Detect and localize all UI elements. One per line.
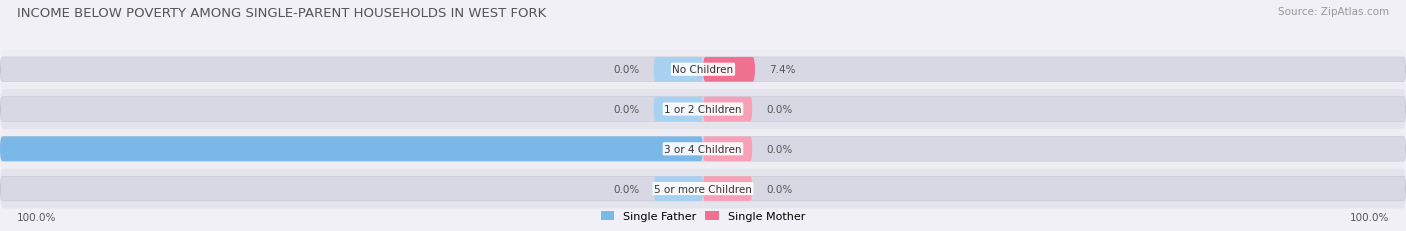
Text: 1 or 2 Children: 1 or 2 Children xyxy=(664,105,742,115)
Text: Source: ZipAtlas.com: Source: ZipAtlas.com xyxy=(1278,7,1389,17)
Text: 100.0%: 100.0% xyxy=(17,212,56,222)
FancyBboxPatch shape xyxy=(703,137,752,161)
Text: 0.0%: 0.0% xyxy=(613,65,640,75)
FancyBboxPatch shape xyxy=(654,176,703,201)
FancyBboxPatch shape xyxy=(0,137,1406,161)
FancyBboxPatch shape xyxy=(0,176,1406,201)
Text: 5 or more Children: 5 or more Children xyxy=(654,184,752,194)
Text: INCOME BELOW POVERTY AMONG SINGLE-PARENT HOUSEHOLDS IN WEST FORK: INCOME BELOW POVERTY AMONG SINGLE-PARENT… xyxy=(17,7,546,20)
FancyBboxPatch shape xyxy=(0,169,1406,209)
FancyBboxPatch shape xyxy=(0,90,1406,129)
Text: 0.0%: 0.0% xyxy=(613,184,640,194)
FancyBboxPatch shape xyxy=(654,97,703,122)
FancyBboxPatch shape xyxy=(0,50,1406,90)
Text: No Children: No Children xyxy=(672,65,734,75)
Text: 3 or 4 Children: 3 or 4 Children xyxy=(664,144,742,154)
Legend: Single Father, Single Mother: Single Father, Single Mother xyxy=(596,206,810,225)
FancyBboxPatch shape xyxy=(0,58,1406,82)
Text: 7.4%: 7.4% xyxy=(769,65,796,75)
FancyBboxPatch shape xyxy=(0,129,1406,169)
Text: 0.0%: 0.0% xyxy=(613,105,640,115)
FancyBboxPatch shape xyxy=(0,97,1406,122)
FancyBboxPatch shape xyxy=(0,137,703,161)
Text: 0.0%: 0.0% xyxy=(766,184,793,194)
Text: 0.0%: 0.0% xyxy=(766,105,793,115)
FancyBboxPatch shape xyxy=(654,58,703,82)
FancyBboxPatch shape xyxy=(703,58,755,82)
Text: 100.0%: 100.0% xyxy=(1350,212,1389,222)
Text: 0.0%: 0.0% xyxy=(766,144,793,154)
FancyBboxPatch shape xyxy=(703,97,752,122)
FancyBboxPatch shape xyxy=(703,176,752,201)
